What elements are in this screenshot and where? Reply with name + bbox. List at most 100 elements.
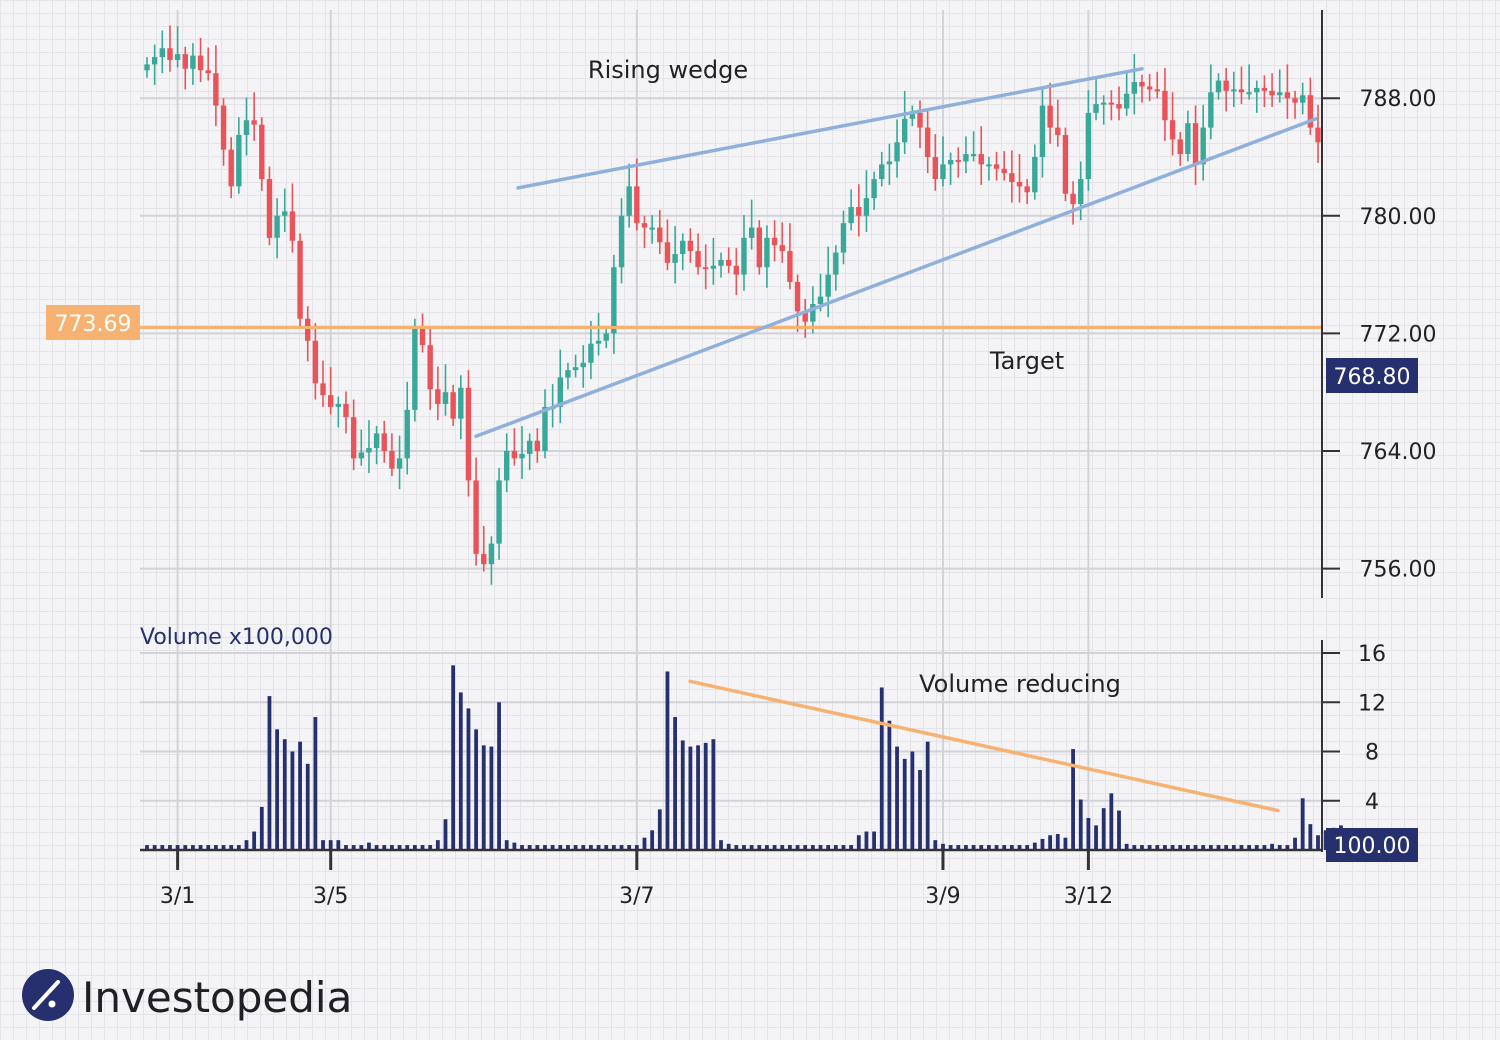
volume-bar bbox=[313, 717, 318, 850]
volume-bar bbox=[1109, 793, 1114, 850]
candle-body bbox=[1062, 134, 1069, 194]
candle-body bbox=[557, 377, 563, 407]
volume-bar bbox=[397, 845, 402, 850]
candle-body bbox=[458, 387, 464, 419]
candle-body bbox=[565, 370, 571, 378]
candle-body bbox=[1246, 92, 1252, 95]
candle-body bbox=[404, 409, 410, 459]
candle-body bbox=[848, 206, 854, 224]
volume-bar bbox=[198, 845, 203, 850]
candle-body bbox=[603, 333, 609, 341]
volume-bar bbox=[818, 845, 823, 850]
volume-bar bbox=[481, 745, 486, 850]
volume-bar bbox=[1086, 817, 1091, 850]
volume-bar bbox=[298, 741, 302, 850]
volume-bar bbox=[657, 809, 662, 850]
candle-body bbox=[213, 73, 219, 106]
volume-bar bbox=[535, 845, 540, 850]
candle-body bbox=[266, 179, 273, 238]
volume-bar bbox=[336, 840, 341, 850]
volume-bar bbox=[688, 746, 693, 850]
volume-bar bbox=[390, 845, 394, 850]
candle-body bbox=[1292, 98, 1298, 103]
candle-body bbox=[251, 120, 257, 125]
volume-bar bbox=[573, 845, 578, 850]
candle-body bbox=[1277, 92, 1283, 96]
volume-bar bbox=[665, 671, 670, 850]
volume-bar bbox=[826, 845, 831, 850]
volume-bar bbox=[321, 840, 325, 850]
volume-bar bbox=[1101, 808, 1106, 850]
volume-bar bbox=[619, 845, 624, 850]
candle-body bbox=[810, 304, 816, 322]
volume-bar bbox=[160, 845, 165, 850]
volume-bar bbox=[1071, 749, 1075, 850]
volume-bar bbox=[1078, 799, 1083, 850]
candle-body bbox=[1016, 181, 1023, 187]
volume-bar bbox=[1025, 845, 1030, 850]
volume-bar bbox=[543, 845, 547, 850]
volume-bar bbox=[1155, 845, 1160, 850]
candle-body bbox=[205, 70, 211, 74]
candle-body bbox=[381, 433, 387, 451]
volume-bar bbox=[252, 831, 257, 850]
candle-body bbox=[243, 120, 250, 135]
candle-body bbox=[825, 274, 831, 297]
candle-body bbox=[649, 227, 655, 230]
volume-bar bbox=[451, 665, 456, 850]
price-tick-label: 764.00 bbox=[1360, 440, 1437, 465]
annotation-rising-wedge: Rising wedge bbox=[588, 56, 748, 84]
volume-bar bbox=[910, 751, 915, 850]
volume-bar bbox=[611, 845, 616, 850]
candle-body bbox=[1154, 89, 1160, 92]
candle-body bbox=[1208, 92, 1214, 128]
volume-bar bbox=[382, 845, 387, 850]
volume-bar bbox=[1316, 835, 1320, 850]
candle-body bbox=[1215, 80, 1222, 93]
volume-bar bbox=[1185, 845, 1190, 850]
candle-body bbox=[580, 362, 586, 368]
volume-bar bbox=[918, 769, 922, 850]
candle-body bbox=[1261, 87, 1268, 91]
candle-body bbox=[327, 395, 334, 407]
candle-body bbox=[618, 215, 625, 268]
volume-bar bbox=[305, 763, 310, 850]
candle-body bbox=[1192, 123, 1199, 165]
candlestick-series bbox=[144, 25, 1321, 585]
volume-bar bbox=[841, 845, 846, 850]
candle-body bbox=[710, 265, 717, 269]
candle-body bbox=[1055, 127, 1061, 135]
candle-body bbox=[435, 389, 441, 404]
candle-body bbox=[863, 198, 870, 216]
volume-bar bbox=[428, 845, 433, 850]
volume-bar bbox=[634, 845, 639, 850]
time-tick-label: 3/12 bbox=[1064, 884, 1113, 909]
volume-bar bbox=[650, 830, 655, 850]
candle-body bbox=[1223, 80, 1229, 91]
volume-bar bbox=[152, 845, 157, 850]
horizontal-gridlines bbox=[140, 97, 1322, 802]
candle-body bbox=[1162, 90, 1168, 121]
candle-body bbox=[465, 387, 472, 481]
volume-bar bbox=[726, 843, 731, 850]
volume-bar bbox=[1002, 845, 1007, 850]
volume-bar bbox=[788, 845, 792, 850]
candle-body bbox=[167, 48, 173, 60]
candle-body bbox=[940, 164, 946, 180]
volume-bar bbox=[1262, 845, 1267, 850]
volume-bar bbox=[780, 845, 785, 850]
annotation-volume-reducing: Volume reducing bbox=[919, 670, 1121, 698]
volume-bar bbox=[527, 845, 532, 850]
volume-bar bbox=[1239, 845, 1244, 850]
candle-body bbox=[833, 252, 839, 275]
volume-bar bbox=[259, 806, 264, 850]
volume-bar bbox=[581, 845, 586, 850]
volume-bar bbox=[604, 845, 609, 850]
volume-bar bbox=[566, 845, 570, 850]
volume-bar bbox=[466, 708, 471, 850]
candle-body bbox=[955, 159, 961, 162]
volume-bar bbox=[879, 687, 884, 850]
volume-bar bbox=[810, 845, 815, 850]
investopedia-logo: Investopedia bbox=[22, 969, 352, 1022]
